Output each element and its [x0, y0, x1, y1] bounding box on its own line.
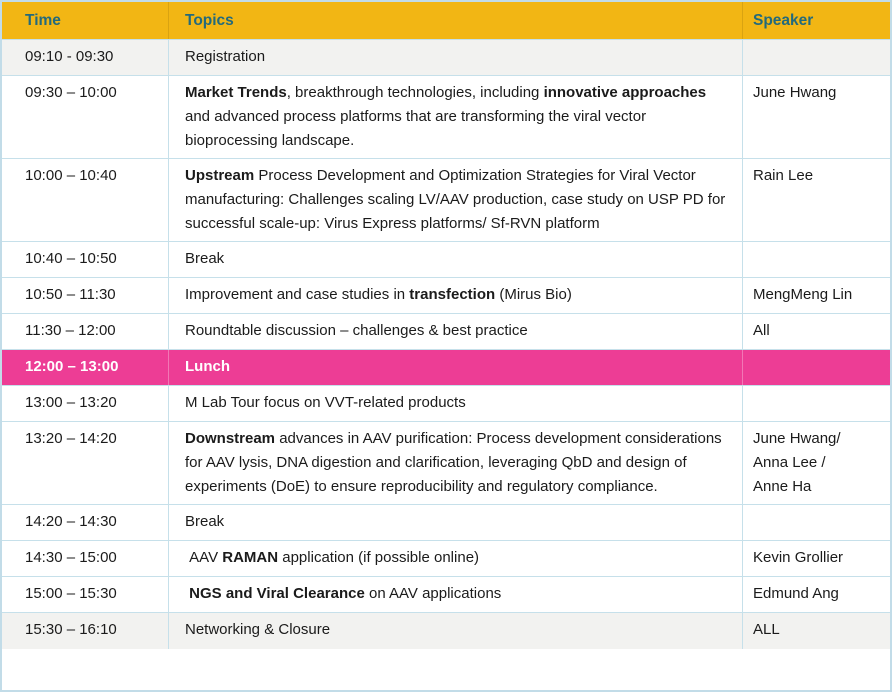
- speaker-cell: All: [753, 322, 770, 339]
- time-cell: 15:00 – 15:30: [2, 577, 169, 612]
- topic-text: (Mirus Bio): [495, 286, 572, 303]
- topic-cell: AAV RAMAN application (if possible onlin…: [169, 541, 743, 576]
- topic-text: Registration: [185, 48, 266, 65]
- speaker-cell: [743, 242, 890, 277]
- topic-text: Break: [185, 250, 225, 267]
- topic-cell: Roundtable discussion – challenges & bes…: [169, 314, 743, 349]
- table-row: 14:30 – 15:00 AAV RAMAN application (if …: [2, 541, 890, 577]
- speaker-cell: [743, 386, 890, 421]
- table-row: 13:20 – 14:20 Downstream advances in AAV…: [2, 422, 890, 505]
- topic-text: AAV: [185, 549, 223, 566]
- table-row: 15:00 – 15:30 NGS and Viral Clearance on…: [2, 577, 890, 613]
- speaker-cell: Edmund Ang: [753, 585, 839, 602]
- topic-cell: Networking & Closure: [169, 613, 743, 649]
- topic-text: Networking & Closure: [185, 621, 331, 638]
- topic-text-bold: Lunch: [185, 358, 230, 375]
- speaker-cell: [743, 350, 890, 385]
- column-header-speaker: Speaker: [753, 12, 814, 29]
- table-row: 15:30 – 16:10 Networking & Closure ALL: [2, 613, 890, 649]
- topic-text: on AAV applications: [364, 585, 502, 602]
- speaker-cell: Kevin Grollier: [753, 549, 844, 566]
- table-header-row: Time Topics Speaker: [2, 2, 890, 40]
- topic-cell: Lunch: [169, 350, 743, 385]
- topic-cell: Market Trends, breakthrough technologies…: [169, 76, 743, 158]
- topic-text-bold: transfection: [409, 286, 496, 303]
- table-row: 10:00 – 10:40 Upstream Process Developme…: [2, 159, 890, 242]
- time-cell: 11:30 – 12:00: [2, 314, 169, 349]
- table-row: 09:30 – 10:00 Market Trends, breakthroug…: [2, 76, 890, 159]
- topic-cell: Break: [169, 242, 743, 277]
- topic-text-bold: RAMAN: [222, 549, 279, 566]
- time-cell: 10:00 – 10:40: [2, 159, 169, 241]
- topic-text: application (if possible online): [278, 549, 480, 566]
- topic-cell: Improvement and case studies in transfec…: [169, 278, 743, 313]
- speaker-cell: June Hwang/ Anna Lee / Anne Ha: [753, 430, 841, 495]
- speaker-cell: June Hwang: [753, 84, 837, 101]
- topic-text: Improvement and case studies in: [185, 286, 410, 303]
- table-row: 09:10 - 09:30 Registration: [2, 40, 890, 76]
- time-cell: 10:50 – 11:30: [2, 278, 169, 313]
- time-cell: 13:00 – 13:20: [2, 386, 169, 421]
- topic-cell: Break: [169, 505, 743, 540]
- time-cell: 14:20 – 14:30: [2, 505, 169, 540]
- table-row: 14:20 – 14:30 Break: [2, 505, 890, 541]
- time-cell: 15:30 – 16:10: [2, 613, 169, 649]
- topic-text-bold: NGS and Viral Clearance: [189, 585, 365, 602]
- topic-cell: Downstream advances in AAV purification:…: [169, 422, 743, 504]
- topic-text: M Lab Tour focus on VVT-related products: [185, 394, 466, 411]
- time-cell: 14:30 – 15:00: [2, 541, 169, 576]
- table-row: 11:30 – 12:00 Roundtable discussion – ch…: [2, 314, 890, 350]
- time-cell: 12:00 – 13:00: [2, 350, 169, 385]
- topic-text: Roundtable discussion – challenges & bes…: [185, 322, 528, 339]
- table-body: 09:10 - 09:30 Registration 09:30 – 10:00…: [2, 40, 890, 649]
- table-row: 13:00 – 13:20 M Lab Tour focus on VVT-re…: [2, 386, 890, 422]
- speaker-cell: ALL: [753, 621, 780, 638]
- time-cell: 13:20 – 14:20: [2, 422, 169, 504]
- topic-text: Process Development and Optimization Str…: [185, 167, 726, 232]
- topic-text-bold: Market Trends: [185, 84, 287, 101]
- table-row: 10:50 – 11:30 Improvement and case studi…: [2, 278, 890, 314]
- topic-text: , breakthrough technologies, including: [286, 84, 544, 101]
- table-row: 10:40 – 10:50 Break: [2, 242, 890, 278]
- speaker-cell: [743, 505, 890, 540]
- lunch-row: 12:00 – 13:00 Lunch: [2, 350, 890, 386]
- topic-cell: M Lab Tour focus on VVT-related products: [169, 386, 743, 421]
- topic-text: and advanced process platforms that are …: [185, 108, 647, 149]
- column-header-time: Time: [2, 2, 169, 39]
- topic-text-bold: innovative approaches: [543, 84, 707, 101]
- time-cell: 10:40 – 10:50: [2, 242, 169, 277]
- column-header-topics: Topics: [169, 2, 743, 39]
- topic-text: Break: [185, 513, 225, 530]
- topic-cell: NGS and Viral Clearance on AAV applicati…: [169, 577, 743, 612]
- topic-cell: Registration: [169, 40, 743, 75]
- topic-text-bold: Upstream: [185, 167, 255, 184]
- time-cell: 09:30 – 10:00: [2, 76, 169, 158]
- topic-cell: Upstream Process Development and Optimiz…: [169, 159, 743, 241]
- time-cell: 09:10 - 09:30: [2, 40, 169, 75]
- speaker-cell: MengMeng Lin: [753, 286, 853, 303]
- speaker-cell: [743, 40, 890, 75]
- speaker-cell: Rain Lee: [753, 167, 814, 184]
- topic-text: advances in AAV purification: Process de…: [185, 430, 722, 495]
- topic-text-bold: Downstream: [185, 430, 276, 447]
